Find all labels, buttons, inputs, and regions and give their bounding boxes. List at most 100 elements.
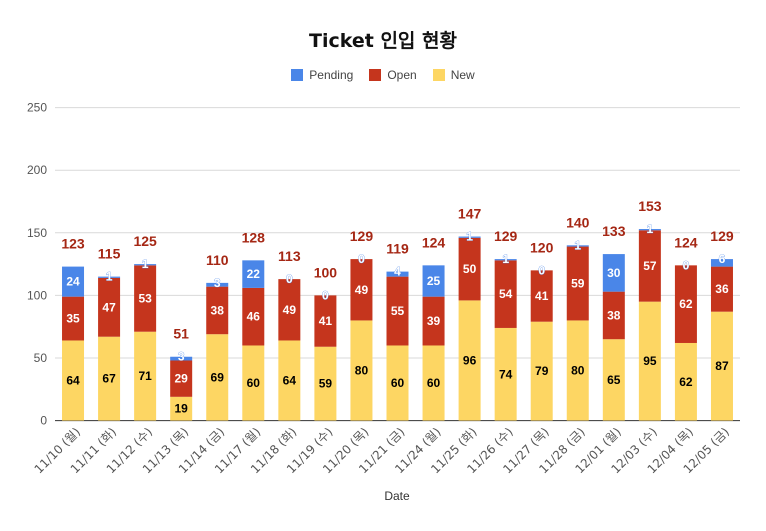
total-label: 51 <box>173 326 189 342</box>
y-tick-label: 200 <box>27 163 47 177</box>
bar-open <box>422 296 445 346</box>
data-label-open: 41 <box>535 289 549 303</box>
bar-new <box>278 340 301 421</box>
legend-label: New <box>450 67 475 82</box>
y-tick-label: 150 <box>27 226 47 240</box>
bar-open <box>566 246 589 321</box>
data-label-new: 96 <box>463 354 477 368</box>
data-label-new: 60 <box>391 376 405 390</box>
y-tick-label: 100 <box>27 288 47 302</box>
x-axis-title: Date <box>384 489 410 503</box>
data-label-open: 47 <box>102 300 116 314</box>
data-label-new: 74 <box>499 367 513 381</box>
bar-new <box>206 334 229 421</box>
bar-open <box>530 270 553 322</box>
data-label-pending: 24 <box>66 275 80 289</box>
data-label-open: 49 <box>355 283 369 297</box>
data-label-open: 38 <box>211 303 225 317</box>
data-label-new: 80 <box>571 364 585 378</box>
bar-new <box>638 301 661 421</box>
legend-label: Open <box>387 67 417 82</box>
data-label-open: 35 <box>66 312 80 326</box>
bar-open <box>62 296 85 341</box>
legend-item-open[interactable]: Open <box>369 67 417 82</box>
bar-new <box>386 345 409 421</box>
bar-new <box>566 320 589 421</box>
data-label-open: 55 <box>391 304 405 318</box>
total-label: 147 <box>458 206 482 222</box>
bar-pending <box>62 266 85 297</box>
bar-open <box>206 286 229 335</box>
bar-open <box>638 230 661 302</box>
bar-new <box>170 396 193 421</box>
bar-pending <box>170 356 193 361</box>
total-label: 113 <box>278 248 301 264</box>
bar-pending <box>134 264 157 266</box>
bar-new <box>530 321 553 421</box>
total-label: 115 <box>98 246 121 262</box>
data-label-new: 87 <box>715 359 729 373</box>
legend-label: Pending <box>309 67 354 82</box>
bar-new <box>98 336 121 421</box>
data-label-pending: 0 <box>286 272 293 286</box>
legend-item-pending[interactable]: Pending <box>291 68 353 82</box>
total-label: 128 <box>242 229 266 245</box>
bar-open <box>602 291 625 340</box>
bar-open <box>134 265 157 332</box>
bar-pending <box>422 265 445 297</box>
legend-item-new[interactable]: New <box>432 67 475 82</box>
data-label-pending: 30 <box>607 266 621 280</box>
bar-open <box>386 276 409 346</box>
bar-pending <box>206 282 229 287</box>
data-label-new: 59 <box>319 377 333 391</box>
data-label-open: 57 <box>643 259 657 273</box>
data-label-open: 54 <box>499 287 513 301</box>
data-label-new: 71 <box>138 369 152 383</box>
total-label: 129 <box>710 228 734 244</box>
bar-open <box>350 259 373 321</box>
bar-pending <box>242 260 265 288</box>
bar-pending <box>386 271 409 277</box>
data-label-new: 67 <box>102 372 116 386</box>
bar-open <box>98 277 121 337</box>
y-tick-label: 250 <box>27 101 47 115</box>
data-label-open: 29 <box>175 372 189 386</box>
total-label: 110 <box>206 252 229 268</box>
bar-new <box>710 311 733 421</box>
legend: Pending Open New <box>0 67 766 82</box>
total-label: 120 <box>530 239 554 255</box>
total-label: 129 <box>350 228 374 244</box>
data-label-pending: 0 <box>683 258 690 272</box>
bar-new <box>350 320 373 421</box>
total-label: 124 <box>422 234 446 250</box>
total-label: 123 <box>61 236 85 252</box>
legend-swatch <box>432 68 445 81</box>
data-label-open: 53 <box>138 292 152 306</box>
data-label-pending: 1 <box>502 252 509 266</box>
bar-pending <box>98 276 121 278</box>
data-label-pending: 1 <box>142 257 149 271</box>
bar-new <box>422 345 445 421</box>
bar-pending <box>566 245 589 247</box>
data-label-pending: 3 <box>178 350 185 364</box>
data-label-pending: 1 <box>647 222 654 236</box>
bar-new <box>314 346 337 421</box>
data-label-open: 36 <box>715 282 729 296</box>
bar-open <box>458 237 481 301</box>
data-label-pending: 0 <box>322 288 329 302</box>
bar-open <box>674 265 697 343</box>
data-label-new: 64 <box>283 374 297 388</box>
data-label-open: 39 <box>427 314 441 328</box>
bar-open <box>314 295 337 347</box>
data-label-open: 49 <box>283 303 297 317</box>
bar-open <box>242 287 265 346</box>
data-label-new: 60 <box>427 376 441 390</box>
data-label-open: 59 <box>571 277 585 291</box>
bar-new <box>602 339 625 421</box>
bar-pending <box>494 259 517 261</box>
y-tick-label: 0 <box>40 414 47 428</box>
data-label-new: 19 <box>175 402 189 416</box>
bar-open <box>170 360 193 397</box>
total-label: 119 <box>386 241 409 257</box>
